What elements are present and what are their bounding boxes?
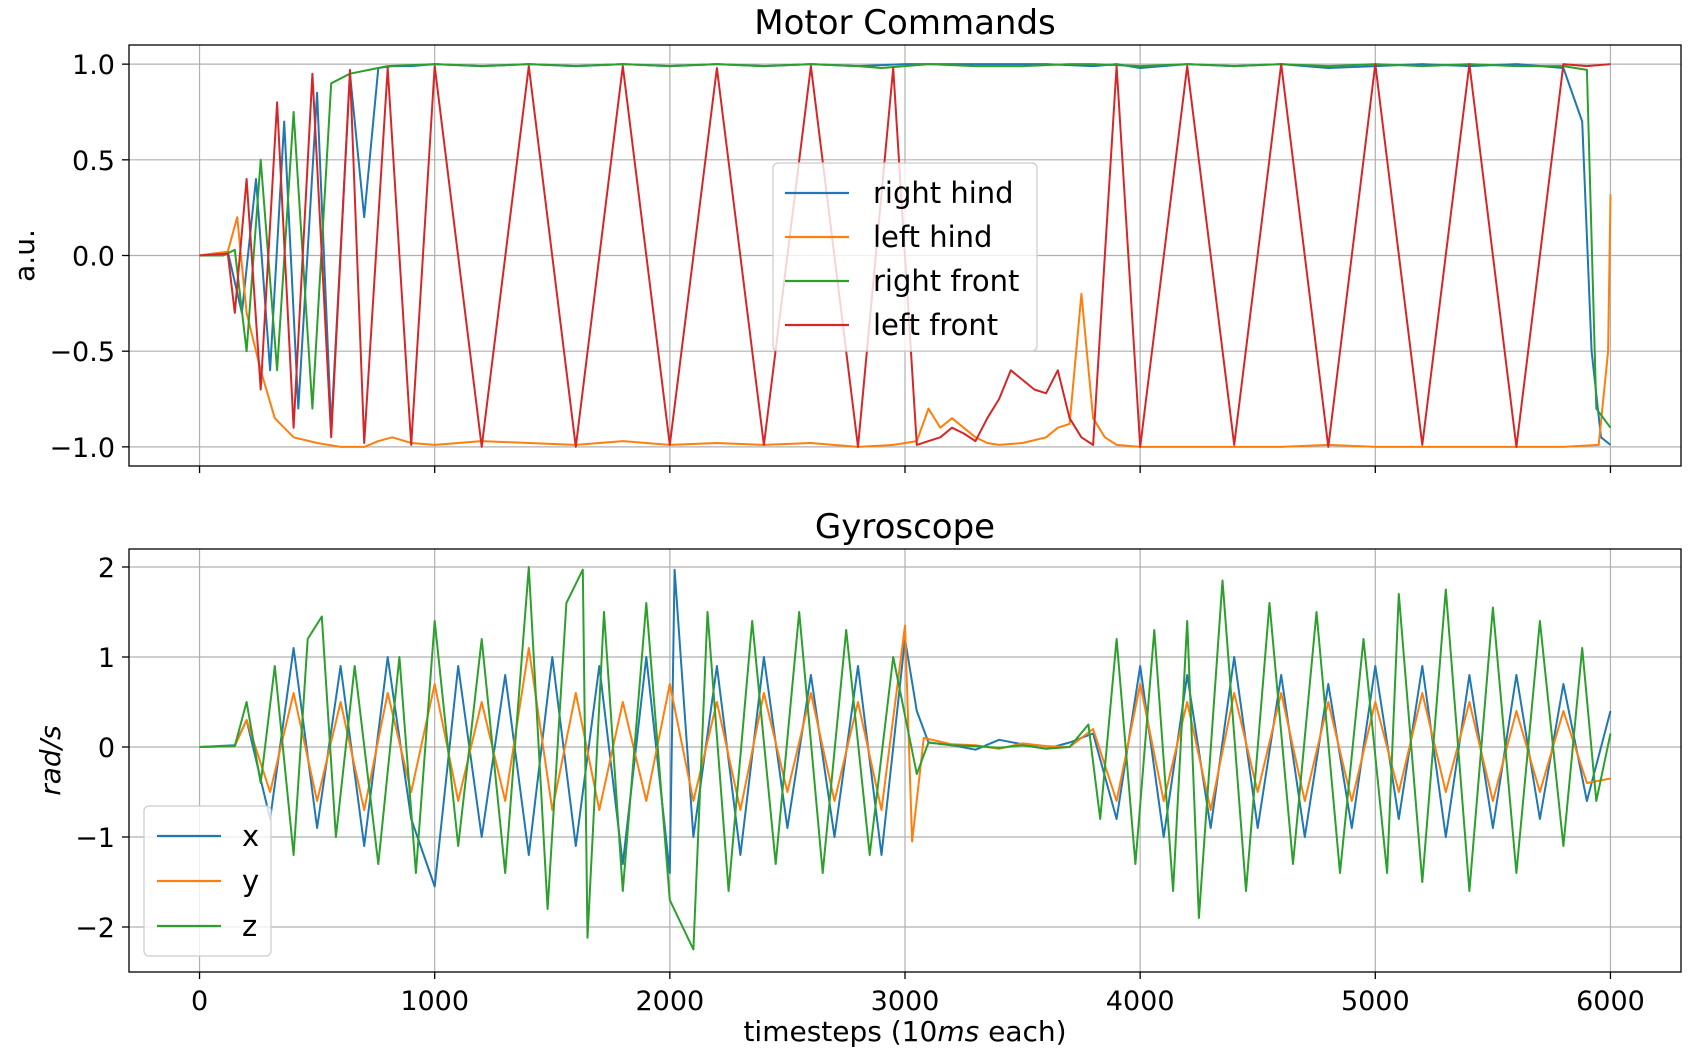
legend-label: right front [873,264,1019,298]
x-tick-label: 3000 [871,986,940,1017]
legend-label: y [242,864,259,898]
y-tick-label: −0.5 [49,337,115,368]
legend-label: x [242,819,259,853]
x-tick-label: 1000 [400,986,469,1017]
y-tick-label: 1 [98,643,115,674]
legend-box [772,162,1038,352]
y-tick-label: 1.0 [72,50,115,81]
y-tick-label: 2 [98,553,115,584]
legend-label: z [242,909,257,943]
series-line-left-hind [199,194,1612,448]
y-tick-label: 0.0 [72,242,115,273]
plot-panel-2: 0 1000 2000 3000 4000 5000 6000 −2 −1 0 1 2 Gyroscop… [34,507,1682,1017]
y-axis-label: rad/s [34,725,67,795]
y-tick-label: 0.5 [72,146,115,177]
legend: xyz [143,805,272,957]
y-tick-label: −1.0 [49,433,115,464]
legend-label: left hind [873,220,992,254]
y-tick-label: −1 [75,823,115,854]
series-line-right-front [199,63,1612,429]
x-axis-label: timesteps (10ms each) [743,1015,1066,1048]
x-tick-label: 0 [191,986,208,1017]
series-group [199,63,1612,448]
y-tick-label: −2 [75,913,115,944]
legend-label: left front [873,308,998,342]
legend: right hind left hind right front left front [772,162,1038,352]
plot-panel-1: −1.0 −0.5 0.0 0.5 1.0 Motor Commands a.u. right… [8,3,1682,473]
series-line-z [199,566,1612,951]
legend-label: right hind [873,176,1014,210]
chart-title: Motor Commands [754,3,1056,43]
y-tick-label: 0 [98,733,115,764]
series-line-left-front [199,63,1611,448]
series-group [199,566,1612,951]
y-axis-label: a.u. [8,229,41,282]
x-tick-label: 5000 [1341,986,1410,1017]
chart-title: Gyroscope [815,507,995,547]
x-tick-label: 2000 [635,986,704,1017]
x-tick-label: 6000 [1576,986,1645,1017]
x-tick-label: 4000 [1106,986,1175,1017]
